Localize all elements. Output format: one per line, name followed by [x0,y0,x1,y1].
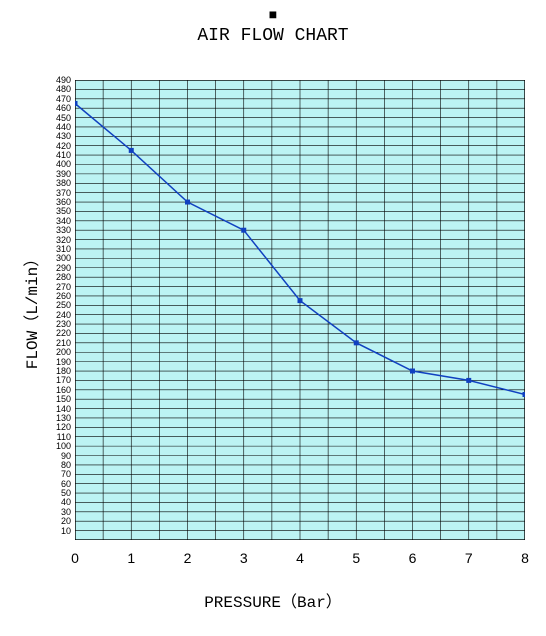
y-tick-label: 460 [41,104,71,113]
y-tick-label: 260 [41,292,71,301]
x-tick-label: 1 [121,550,141,566]
y-tick-label: 170 [41,376,71,385]
y-tick-label: 20 [41,517,71,526]
y-tick-label: 70 [41,470,71,479]
y-tick-label: 110 [41,433,71,442]
y-tick-label: 470 [41,95,71,104]
y-tick-label: 290 [41,264,71,273]
x-tick-label: 3 [234,550,254,566]
y-tick-label: 230 [41,320,71,329]
y-tick-label: 310 [41,245,71,254]
x-tick-label: 2 [178,550,198,566]
y-tick-label: 280 [41,273,71,282]
y-tick-label: 210 [41,339,71,348]
y-tick-label: 30 [41,508,71,517]
y-tick-label: 350 [41,207,71,216]
y-tick-label: 340 [41,217,71,226]
y-tick-label: 360 [41,198,71,207]
y-tick-label: 330 [41,226,71,235]
y-tick-label: 190 [41,358,71,367]
y-tick-label: 130 [41,414,71,423]
top-marker: ■ [269,6,277,22]
y-tick-label: 410 [41,151,71,160]
x-tick-label: 6 [403,550,423,566]
y-tick-label: 150 [41,395,71,404]
y-tick-label: 420 [41,142,71,151]
y-tick-label: 160 [41,386,71,395]
chart-container: ■ AIR FLOW CHART FLOW（L/min） PRESSURE（Ba… [0,0,546,636]
x-tick-label: 0 [65,550,85,566]
x-tick-label: 8 [515,550,535,566]
y-tick-label: 90 [41,452,71,461]
y-tick-label: 10 [41,527,71,536]
y-tick-label: 300 [41,254,71,263]
y-tick-label: 430 [41,132,71,141]
y-tick-label: 50 [41,489,71,498]
y-tick-label: 120 [41,423,71,432]
y-tick-label: 200 [41,348,71,357]
y-tick-label: 480 [41,85,71,94]
x-axis-label: PRESSURE（Bar） [204,588,342,612]
y-tick-label: 100 [41,442,71,451]
plot-area [75,80,525,540]
y-tick-label: 390 [41,170,71,179]
y-tick-label: 80 [41,461,71,470]
y-tick-label: 450 [41,114,71,123]
y-tick-label: 380 [41,179,71,188]
y-tick-label: 240 [41,311,71,320]
y-tick-label: 140 [41,405,71,414]
y-tick-label: 400 [41,160,71,169]
y-tick-label: 440 [41,123,71,132]
y-tick-label: 320 [41,236,71,245]
y-tick-label: 250 [41,301,71,310]
y-tick-label: 220 [41,329,71,338]
y-tick-label: 40 [41,498,71,507]
y-tick-label: 490 [41,76,71,85]
x-tick-label: 5 [346,550,366,566]
y-tick-label: 180 [41,367,71,376]
y-axis-label: FLOW（L/min） [18,251,42,369]
x-tick-label: 7 [459,550,479,566]
y-tick-label: 60 [41,480,71,489]
chart-title: AIR FLOW CHART [197,26,348,46]
y-tick-label: 370 [41,189,71,198]
y-tick-label: 270 [41,283,71,292]
x-tick-label: 4 [290,550,310,566]
